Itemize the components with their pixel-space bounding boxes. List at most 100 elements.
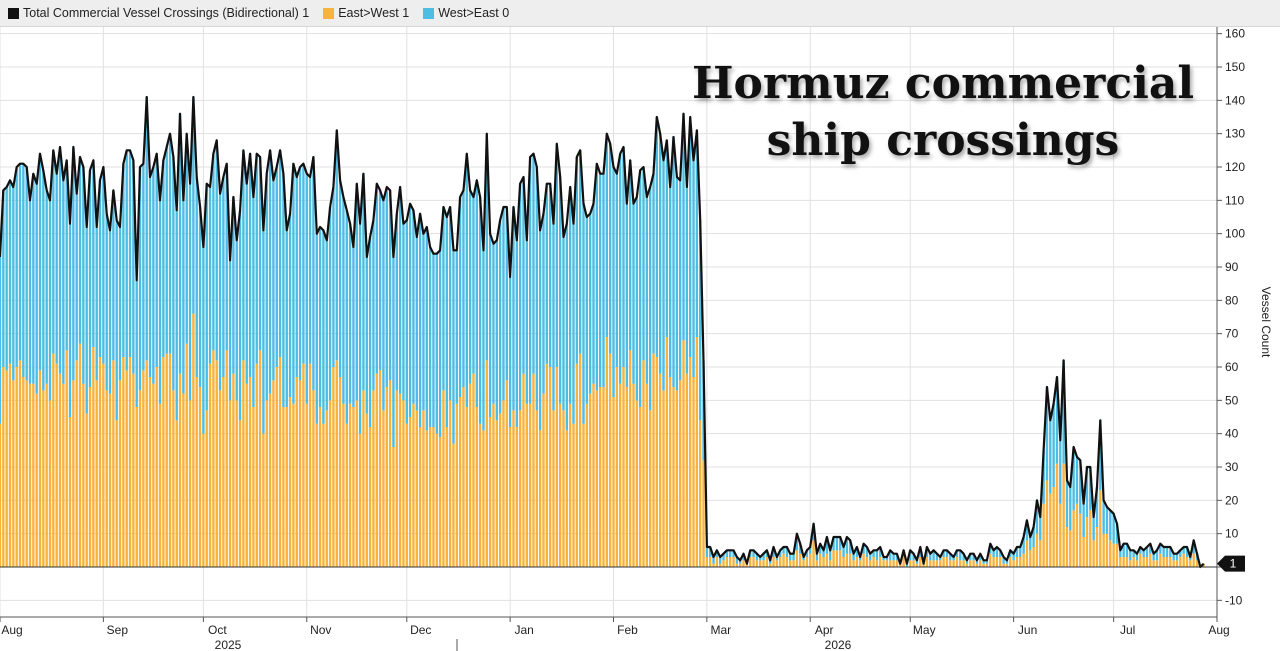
bar-east-west bbox=[879, 557, 882, 567]
bar-east-west bbox=[48, 400, 52, 567]
bar-east-west bbox=[899, 563, 902, 567]
legend-item-east-west: East>West 1 bbox=[323, 6, 409, 20]
bar-east-west bbox=[632, 383, 635, 567]
bar-east-west bbox=[122, 357, 125, 567]
bar-west-east bbox=[829, 550, 832, 561]
bar-east-west bbox=[702, 460, 705, 567]
bar-west-east bbox=[1059, 440, 1062, 504]
bar-east-west bbox=[749, 557, 752, 567]
bar-east-west bbox=[308, 363, 312, 567]
bar-west-east bbox=[75, 193, 78, 361]
bar-west-east bbox=[835, 537, 839, 551]
bar-east-west bbox=[185, 343, 188, 567]
bar-east-west bbox=[1185, 557, 1189, 567]
bar-west-east bbox=[955, 550, 959, 557]
bar-west-east bbox=[592, 203, 595, 384]
bar-west-east bbox=[595, 163, 599, 391]
bar-west-east bbox=[415, 237, 418, 411]
bar-west-east bbox=[708, 547, 712, 557]
bar-west-east bbox=[715, 550, 719, 557]
bar-west-east bbox=[732, 550, 735, 557]
bar-west-east bbox=[1192, 540, 1195, 554]
bar-east-west bbox=[1012, 560, 1015, 567]
bar-east-west bbox=[32, 383, 35, 567]
bar-east-west bbox=[1072, 510, 1075, 567]
bar-east-west bbox=[328, 400, 332, 567]
bar-east-west bbox=[852, 560, 855, 567]
bar-west-east bbox=[682, 113, 685, 341]
bar-west-east bbox=[515, 240, 519, 427]
bar-west-east bbox=[228, 260, 232, 401]
bar-west-east bbox=[362, 173, 365, 391]
bar-west-east bbox=[675, 177, 679, 391]
bar-east-west bbox=[125, 370, 128, 567]
bar-east-west bbox=[62, 383, 65, 567]
chart-title-line-2: ship crossings bbox=[767, 115, 1120, 166]
bar-east-west bbox=[642, 360, 645, 567]
bar-west-east bbox=[655, 117, 659, 357]
bar-west-east bbox=[72, 147, 75, 381]
bar-east-west bbox=[95, 380, 98, 567]
x-tick-label: Jan bbox=[514, 623, 533, 637]
bar-east-west bbox=[242, 360, 245, 567]
y-tick-label: 160 bbox=[1225, 27, 1245, 41]
bar-west-east bbox=[308, 177, 312, 364]
legend-label-west-east: West>East 0 bbox=[438, 6, 510, 20]
bar-east-west bbox=[288, 397, 292, 567]
bar-west-east bbox=[612, 167, 615, 397]
bar-east-west bbox=[885, 560, 889, 567]
bar-west-east bbox=[475, 180, 478, 407]
y-axis-label: Vessel Count bbox=[1259, 287, 1273, 358]
bar-west-east bbox=[1015, 547, 1019, 557]
bar-west-east bbox=[762, 553, 765, 561]
bar-east-west bbox=[412, 403, 415, 567]
bar-west-east bbox=[285, 230, 288, 407]
bar-east-west bbox=[1159, 553, 1162, 567]
bar-east-west bbox=[1125, 557, 1129, 567]
bar-west-east bbox=[949, 553, 952, 561]
bar-west-east bbox=[418, 213, 422, 427]
bar-west-east bbox=[175, 210, 178, 421]
bar-east-west bbox=[448, 400, 452, 567]
bar-east-west bbox=[312, 390, 315, 567]
bar-west-east bbox=[375, 183, 378, 374]
bar-west-east bbox=[992, 550, 995, 557]
bar-east-west bbox=[1042, 503, 1045, 567]
x-tick-label: Jun bbox=[1018, 623, 1037, 637]
bar-west-east bbox=[18, 163, 22, 361]
bar-west-east bbox=[332, 187, 335, 367]
bar-east-west bbox=[785, 557, 789, 567]
bar-west-east bbox=[372, 220, 375, 391]
bar-west-east bbox=[608, 143, 612, 354]
bar-east-west bbox=[198, 387, 202, 567]
y-tick-label: 30 bbox=[1225, 460, 1239, 474]
bar-east-west bbox=[18, 360, 22, 567]
bar-west-east bbox=[92, 160, 95, 347]
bar-east-west bbox=[188, 400, 192, 567]
bar-west-east bbox=[705, 547, 709, 557]
bar-west-east bbox=[1055, 377, 1059, 464]
bar-east-west bbox=[592, 383, 595, 567]
x-tick-label: Aug bbox=[1208, 623, 1229, 637]
bar-east-west bbox=[115, 420, 118, 567]
bar-west-east bbox=[512, 207, 515, 411]
bar-west-east bbox=[645, 197, 649, 384]
bar-east-west bbox=[65, 350, 68, 567]
bar-west-east bbox=[98, 180, 102, 357]
bar-east-west bbox=[1019, 557, 1022, 567]
bar-east-west bbox=[495, 420, 499, 567]
bar-west-east bbox=[852, 553, 855, 561]
bar-east-west bbox=[742, 560, 745, 567]
bar-east-west bbox=[438, 437, 442, 567]
bar-east-west bbox=[102, 363, 105, 567]
bar-west-east bbox=[662, 160, 665, 391]
bar-east-west bbox=[278, 357, 282, 567]
bar-east-west bbox=[275, 367, 278, 567]
bar-east-west bbox=[1032, 547, 1035, 567]
bar-west-east bbox=[148, 177, 152, 377]
bar-west-east bbox=[1092, 517, 1095, 541]
bar-east-west bbox=[952, 560, 955, 567]
bar-east-west bbox=[525, 403, 529, 567]
bar-west-east bbox=[822, 550, 825, 557]
